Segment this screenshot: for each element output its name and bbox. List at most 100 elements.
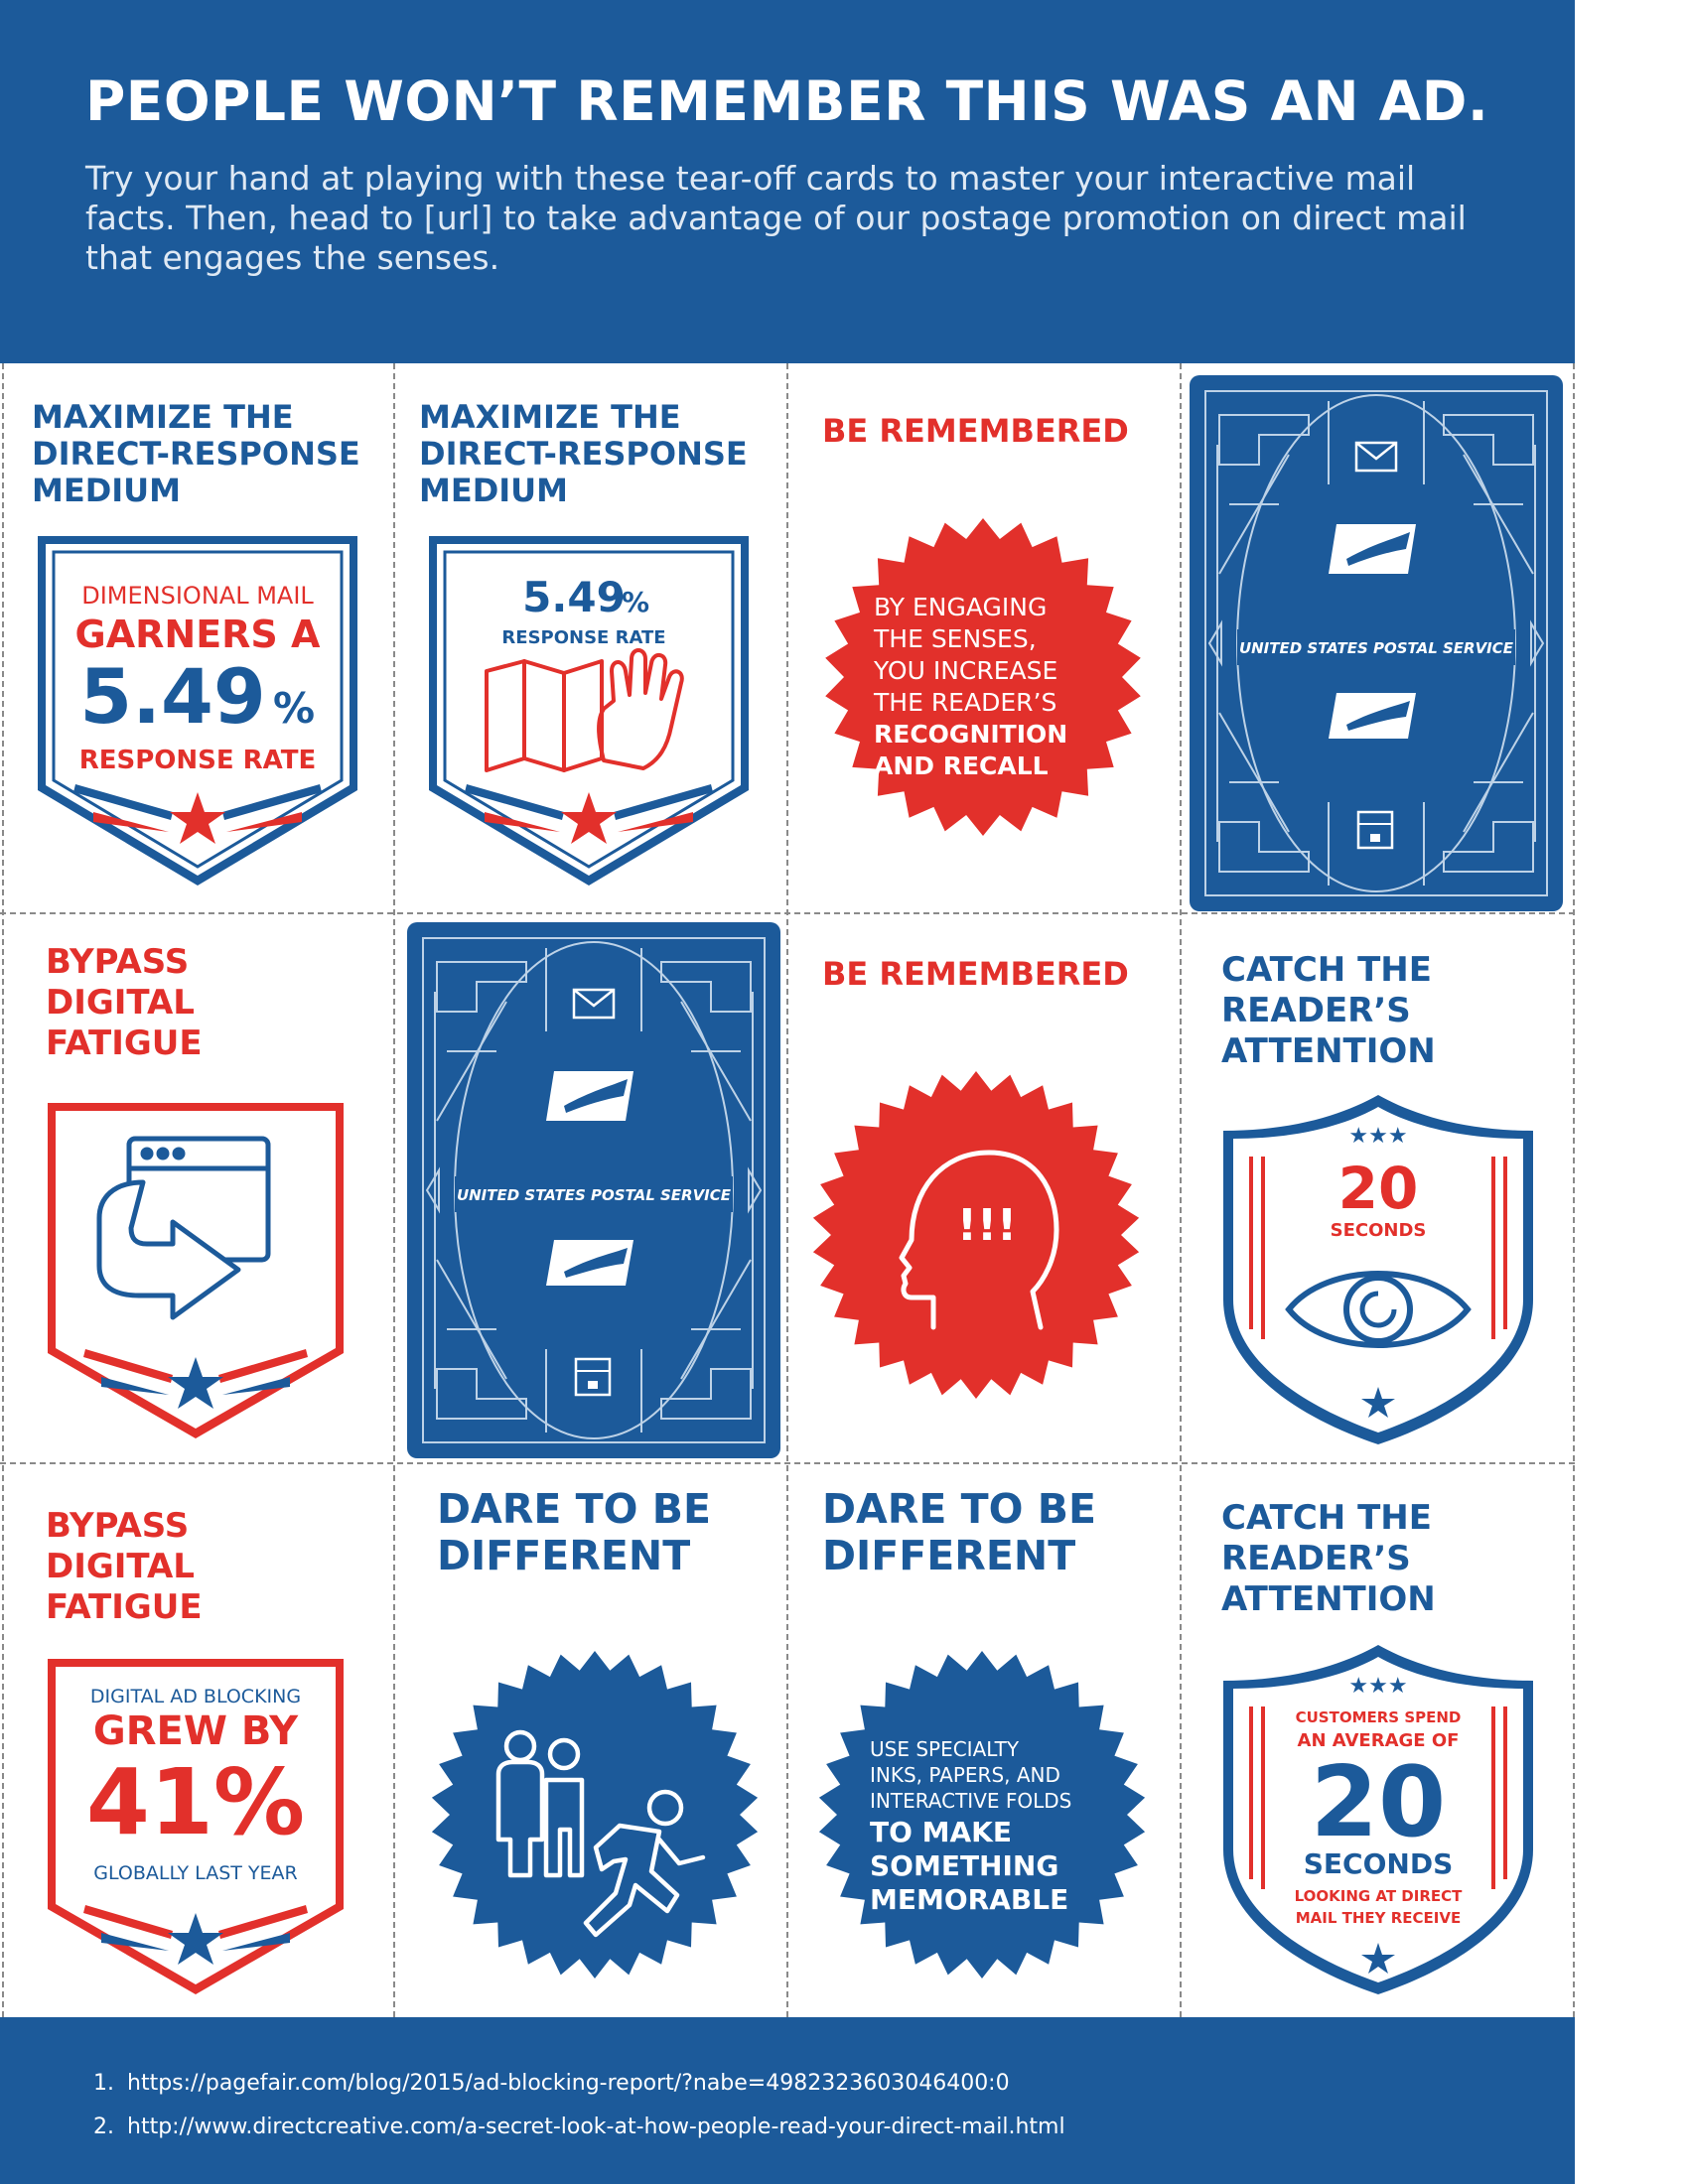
cut-line <box>786 363 788 2017</box>
card-title: BYPASS DIGITAL FATIGUE <box>46 1506 203 1627</box>
star-icon <box>170 792 225 844</box>
seal-badge <box>431 1651 759 1979</box>
cut-line <box>1573 363 1575 2017</box>
footnote-link[interactable]: https://pagefair.com/blog/2015/ad-blocki… <box>127 2071 1010 2096</box>
seal-text-line: THE READER’S <box>873 688 1056 717</box>
stat-unit: SECONDS <box>1304 1847 1454 1880</box>
shield-badge: DIMENSIONAL MAIL GARNERS A 5.49 % RESPON… <box>38 536 357 886</box>
star-icon <box>168 1357 223 1409</box>
card-title: MAXIMIZE THE DIRECT-RESPONSE MEDIUM <box>32 398 360 509</box>
stat-line3: GLOBALLY LAST YEAR <box>93 1862 297 1884</box>
card-bypass-digital-stat[interactable]: BYPASS DIGITAL FATIGUE DIGITAL AD BLOCKING… <box>0 1462 393 2017</box>
crest-badge: ★★★ CUSTOMERS SPEND AN AVERAGE OF 20 SEC… <box>1223 1645 1533 1994</box>
stat-line2: GARNERS A <box>75 613 321 656</box>
seal-text-bold: MEMORABLE <box>870 1883 1068 1916</box>
seal-text-line: INKS, PAPERS, AND <box>870 1763 1060 1787</box>
shield-badge: DIGITAL AD BLOCKING GREW BY 41% GLOBALLY… <box>48 1659 344 1994</box>
seal-text-line: USE SPECIALTY <box>870 1737 1020 1761</box>
cut-line <box>1180 363 1182 2017</box>
cut-line <box>393 363 395 2017</box>
page-headline: PEOPLE WON’T REMEMBER THIS WAS AN AD. <box>85 69 1489 133</box>
footnote: 2. http://www.directcreative.com/a-secret… <box>93 2115 1065 2139</box>
stat-line2: GREW BY <box>93 1708 299 1754</box>
seal-text-bold: TO MAKE <box>870 1816 1012 1848</box>
stat-line3: RESPONSE RATE <box>79 746 317 775</box>
star-icon <box>561 792 617 844</box>
card-title: BYPASS DIGITAL FATIGUE <box>46 942 203 1063</box>
browser-window-arrow-icon <box>96 1136 271 1320</box>
stat-line1: DIGITAL AD BLOCKING <box>90 1686 301 1707</box>
shield-badge: 5.49 % RESPONSE RATE <box>429 536 749 886</box>
stat-value: 20 <box>1311 1746 1446 1859</box>
stat-unit: % <box>273 684 315 733</box>
card-title: BE REMEMBERED <box>822 955 1129 993</box>
usps-card-back: UNITED STATES POSTAL SERVICE <box>407 922 780 1458</box>
stat-value: 20 <box>1338 1155 1419 1222</box>
footnote: 1. https://pagefair.com/blog/2015/ad-bloc… <box>93 2071 1010 2096</box>
stat-line1: CUSTOMERS SPEND <box>1296 1708 1462 1726</box>
head-marks: !!! <box>957 1200 1017 1251</box>
card-title: CATCH THE READER’S ATTENTION <box>1221 1498 1436 1619</box>
head-profile-icon <box>899 1150 1059 1330</box>
star-icon <box>1361 1387 1395 1418</box>
stat-value: 5.49 <box>79 652 266 741</box>
card-dare-different-icon[interactable]: DARE TO BE DIFFERENT <box>393 1462 786 2017</box>
star-icon <box>1361 1943 1395 1974</box>
card-direct-response-stat[interactable]: MAXIMIZE THE DIRECT-RESPONSE MEDIUM DIMENS… <box>0 363 393 912</box>
card-bypass-digital-icon[interactable]: BYPASS DIGITAL FATIGUE <box>0 912 393 1462</box>
seal-badge: USE SPECIALTY INKS, PAPERS, AND INTERACT… <box>818 1651 1146 1979</box>
seal-text-bold: SOMETHING <box>870 1849 1058 1882</box>
card-dare-different-text[interactable]: DARE TO BE DIFFERENT USE SPECIALTY INKS, … <box>786 1462 1180 2017</box>
stars: ★★★ <box>1348 1124 1407 1149</box>
seal-text-line: INTERACTIVE FOLDS <box>870 1789 1071 1813</box>
card-catch-attention-icon[interactable]: CATCH THE READER’S ATTENTION ★★★ 20 SECOND… <box>1180 912 1573 1462</box>
footnote-link[interactable]: http://www.directcreative.com/a-secret-l… <box>127 2115 1065 2139</box>
seal-text-line: YOU INCREASE <box>873 656 1057 685</box>
hand-unfolding-map-icon <box>485 648 684 772</box>
card-back[interactable]: UNITED STATES POSTAL SERVICE <box>393 912 786 1462</box>
seal-text-bold: RECOGNITION <box>874 720 1067 749</box>
stat-unit: % <box>622 586 649 618</box>
stat-line1: DIMENSIONAL MAIL <box>81 582 314 610</box>
seal-badge: !!! <box>812 1071 1140 1399</box>
people-running-icon <box>495 1729 706 1938</box>
stat-line3: LOOKING AT DIRECT <box>1295 1887 1464 1905</box>
stars: ★★★ <box>1348 1674 1407 1699</box>
seal-text-line: BY ENGAGING <box>874 593 1047 621</box>
footnote-number: 2. <box>93 2115 114 2139</box>
cut-line <box>0 912 1575 914</box>
seal-text-line: THE SENSES, <box>873 624 1037 653</box>
stat-unit: SECONDS <box>1331 1220 1427 1241</box>
eye-icon <box>1285 1271 1472 1348</box>
card-grid: MAXIMIZE THE DIRECT-RESPONSE MEDIUM DIMENS… <box>0 363 1575 2017</box>
cut-line <box>0 1462 1575 1464</box>
stat-value: 5.49 <box>522 573 626 621</box>
card-title: CATCH THE READER’S ATTENTION <box>1221 950 1436 1071</box>
card-catch-attention-stat[interactable]: CATCH THE READER’S ATTENTION ★★★ CUSTOMERS… <box>1180 1462 1573 2017</box>
usps-label: UNITED STATES POSTAL SERVICE <box>457 1186 732 1204</box>
card-title: MAXIMIZE THE DIRECT-RESPONSE MEDIUM <box>419 398 748 509</box>
footnote-number: 1. <box>93 2071 114 2096</box>
card-title: DARE TO BE DIFFERENT <box>822 1485 1096 1579</box>
card-title: BE REMEMBERED <box>822 412 1129 450</box>
usps-label: UNITED STATES POSTAL SERVICE <box>1239 639 1514 657</box>
seal-badge: BY ENGAGING THE SENSES, YOU INCREASE THE… <box>825 518 1141 836</box>
seal-text-bold: AND RECALL <box>874 751 1049 780</box>
cut-line <box>2 363 4 2017</box>
star-icon <box>168 1913 223 1965</box>
footer-banner: 1. https://pagefair.com/blog/2015/ad-bloc… <box>0 2017 1575 2184</box>
usps-card-back: UNITED STATES POSTAL SERVICE <box>1190 375 1563 911</box>
card-be-remembered-text[interactable]: BE REMEMBERED BY ENGAGING THE SENSES, YO… <box>786 363 1180 912</box>
intro-paragraph: Try your hand at playing with these tear… <box>85 159 1467 277</box>
crest-badge: ★★★ 20 SECONDS <box>1223 1095 1533 1444</box>
card-response-rate-icon[interactable]: MAXIMIZE THE DIRECT-RESPONSE MEDIUM 5.49 %… <box>393 363 786 912</box>
shield-badge <box>48 1103 344 1438</box>
card-be-remembered-icon[interactable]: BE REMEMBERED !!! <box>786 912 1180 1462</box>
stat-value: 41% <box>86 1749 305 1855</box>
stat-line2: AN AVERAGE OF <box>1298 1730 1460 1751</box>
card-title: DARE TO BE DIFFERENT <box>437 1485 711 1579</box>
stat-line4: MAIL THEY RECEIVE <box>1296 1909 1462 1927</box>
card-back[interactable]: UNITED STATES POSTAL SERVICE <box>1180 363 1573 912</box>
header-banner: PEOPLE WON’T REMEMBER THIS WAS AN AD. Tr… <box>0 0 1575 363</box>
stat-label: RESPONSE RATE <box>501 627 665 648</box>
